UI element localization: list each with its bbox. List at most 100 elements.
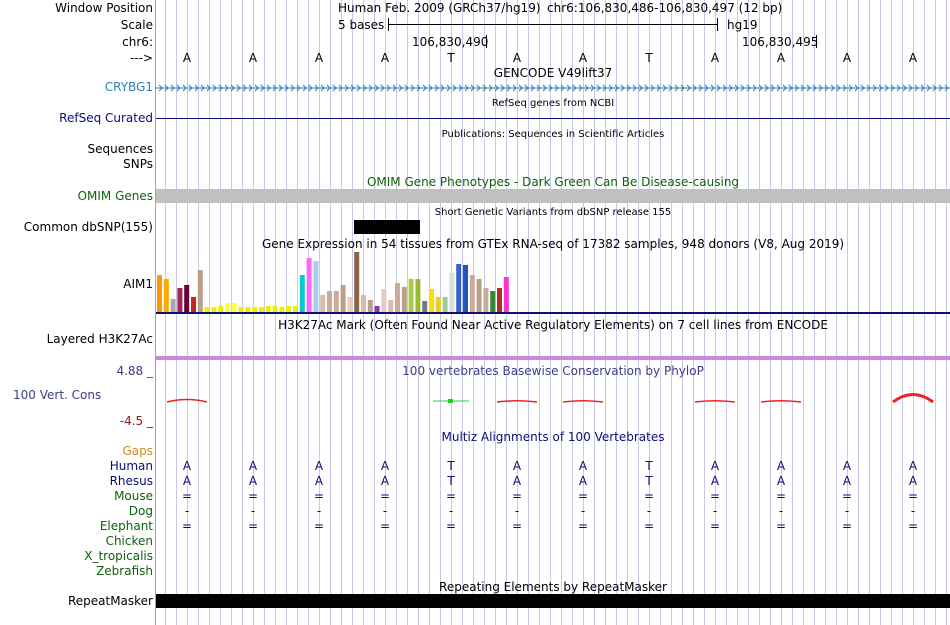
gtex-tissue-bar[interactable] — [279, 307, 285, 312]
gtex-tissue-bar[interactable] — [157, 275, 162, 312]
gtex-tissue-bar[interactable] — [340, 285, 346, 312]
gtex-tissue-bar[interactable] — [347, 297, 353, 312]
gtex-tissue-bar[interactable] — [333, 291, 339, 312]
gtex-tissue-bar[interactable] — [327, 291, 332, 312]
gtex-tissue-bar[interactable] — [272, 306, 278, 312]
strand-chevron — [944, 84, 949, 92]
gtex-tissue-bar[interactable] — [163, 279, 169, 312]
gtex-tissue-bar[interactable] — [231, 303, 237, 312]
omim-gene-bar[interactable] — [156, 189, 950, 203]
strand-chevron — [596, 84, 601, 92]
strand-chevron — [392, 84, 397, 92]
gtex-tissue-bar[interactable] — [238, 307, 244, 312]
gtex-tissue-bar[interactable] — [252, 307, 258, 312]
gtex-tissue-bar[interactable] — [313, 261, 319, 312]
strand-chevron — [206, 84, 211, 92]
gtex-tissue-bar[interactable] — [177, 288, 183, 312]
gtex-tissue-bar[interactable] — [469, 275, 475, 312]
alignment-base: - — [646, 504, 652, 518]
strand-chevron — [932, 84, 937, 92]
alignment-base: = — [379, 519, 391, 533]
gtex-tissue-bar[interactable] — [395, 283, 400, 312]
gtex-tissue-bar[interactable] — [184, 285, 190, 312]
species-label[interactable]: Elephant — [99, 519, 153, 533]
gtex-tissue-bar[interactable] — [381, 289, 387, 312]
strand-chevron — [458, 84, 463, 92]
gtex-tissue-bar[interactable] — [225, 303, 230, 312]
gtex-tissue-bar[interactable] — [367, 300, 373, 312]
gtex-tissue-bar[interactable] — [490, 291, 496, 312]
species-label[interactable]: Mouse — [114, 489, 153, 503]
gaps-label[interactable]: Gaps — [122, 444, 153, 458]
gtex-tissue-bar[interactable] — [503, 277, 509, 312]
gtex-tissue-bar[interactable] — [497, 288, 502, 312]
h3k27ac-signal-bar[interactable] — [156, 356, 950, 360]
gtex-tissue-bar[interactable] — [429, 289, 434, 312]
alignment-base: = — [577, 519, 589, 533]
strand-chevron — [278, 84, 283, 92]
species-label[interactable]: Dog — [128, 504, 153, 518]
strand-chevron — [374, 84, 379, 92]
gtex-tissue-bar[interactable] — [197, 270, 203, 312]
gtex-tissue-bar[interactable] — [320, 295, 326, 312]
gtex-tissue-bar[interactable] — [401, 287, 407, 312]
gtex-tissue-bar[interactable] — [435, 297, 441, 312]
strand-chevron — [800, 84, 805, 92]
omim-track-label[interactable]: OMIM Genes — [77, 189, 153, 203]
gtex-tissue-bar[interactable] — [456, 264, 462, 312]
species-label[interactable]: X_tropicalis — [84, 549, 153, 563]
species-label[interactable]: Human — [109, 459, 153, 473]
gtex-tissue-bar[interactable] — [449, 273, 455, 312]
publications-title: Publications: Sequences in Scientific Ar… — [441, 129, 665, 140]
gtex-tissue-bar[interactable] — [218, 306, 224, 312]
gtex-tissue-bar[interactable] — [361, 295, 366, 312]
alignment-base: - — [910, 504, 916, 518]
dbsnp-track-label[interactable]: Common dbSNP(155) — [23, 220, 153, 234]
gtex-tissue-bar[interactable] — [483, 288, 489, 312]
repeatmasker-element[interactable] — [156, 594, 950, 608]
publications-label-sequences[interactable]: Sequences — [87, 142, 153, 156]
gtex-tissue-bar[interactable] — [408, 279, 414, 312]
gencode-track-label[interactable]: CRYBG1 — [104, 80, 153, 94]
gtex-expression-bars[interactable] — [156, 250, 950, 315]
species-label[interactable]: Rhesus — [109, 474, 153, 488]
gtex-tissue-bar[interactable] — [354, 252, 360, 312]
phylop-conservation-plot[interactable] — [156, 390, 950, 410]
gtex-tissue-bar[interactable] — [191, 297, 196, 312]
refseq-track-label[interactable]: RefSeq Curated — [59, 111, 153, 125]
gtex-tissue-bar[interactable] — [422, 301, 428, 312]
gtex-tissue-bar[interactable] — [259, 307, 264, 312]
base-letter: A — [776, 51, 786, 65]
gtex-tissue-bar[interactable] — [299, 275, 305, 312]
gtex-tissue-bar[interactable] — [286, 306, 292, 312]
gtex-tissue-bar[interactable] — [306, 258, 312, 312]
dbsnp-variant[interactable] — [354, 220, 420, 234]
base-letter: A — [512, 51, 522, 65]
strand-chevron — [320, 84, 325, 92]
strand-chevron — [350, 84, 355, 92]
gencode-title: GENCODE V49lift37 — [493, 66, 613, 80]
gtex-track-label[interactable]: AIM1 — [123, 277, 153, 291]
gtex-tissue-bar[interactable] — [245, 307, 251, 312]
gtex-tissue-bar[interactable] — [476, 279, 482, 312]
h3k27ac-track-label[interactable]: Layered H3K27Ac — [46, 332, 153, 346]
repeatmasker-track-label[interactable]: RepeatMasker — [67, 594, 153, 608]
refseq-gene-line[interactable] — [156, 118, 950, 119]
gtex-tissue-bar[interactable] — [204, 307, 210, 312]
species-label[interactable]: Zebrafish — [96, 564, 153, 578]
species-label[interactable]: Chicken — [105, 534, 153, 548]
base-letter: A — [248, 51, 258, 65]
gtex-tissue-bar[interactable] — [374, 306, 380, 312]
publications-label-snps[interactable]: SNPs — [123, 157, 153, 171]
gtex-tissue-bar[interactable] — [463, 265, 468, 312]
gtex-tissue-bar[interactable] — [170, 299, 176, 312]
phylop-track-label[interactable]: 100 Vert. Cons — [13, 388, 102, 402]
gtex-tissue-bar[interactable] — [265, 306, 271, 312]
gtex-tissue-bar[interactable] — [442, 297, 448, 312]
gtex-tissue-bar[interactable] — [211, 307, 217, 312]
gencode-gene-feature[interactable] — [156, 81, 950, 95]
strand-chevron — [578, 84, 583, 92]
gtex-tissue-bar[interactable] — [388, 300, 394, 312]
gtex-tissue-bar[interactable] — [415, 279, 421, 312]
gtex-tissue-bar[interactable] — [293, 306, 298, 312]
